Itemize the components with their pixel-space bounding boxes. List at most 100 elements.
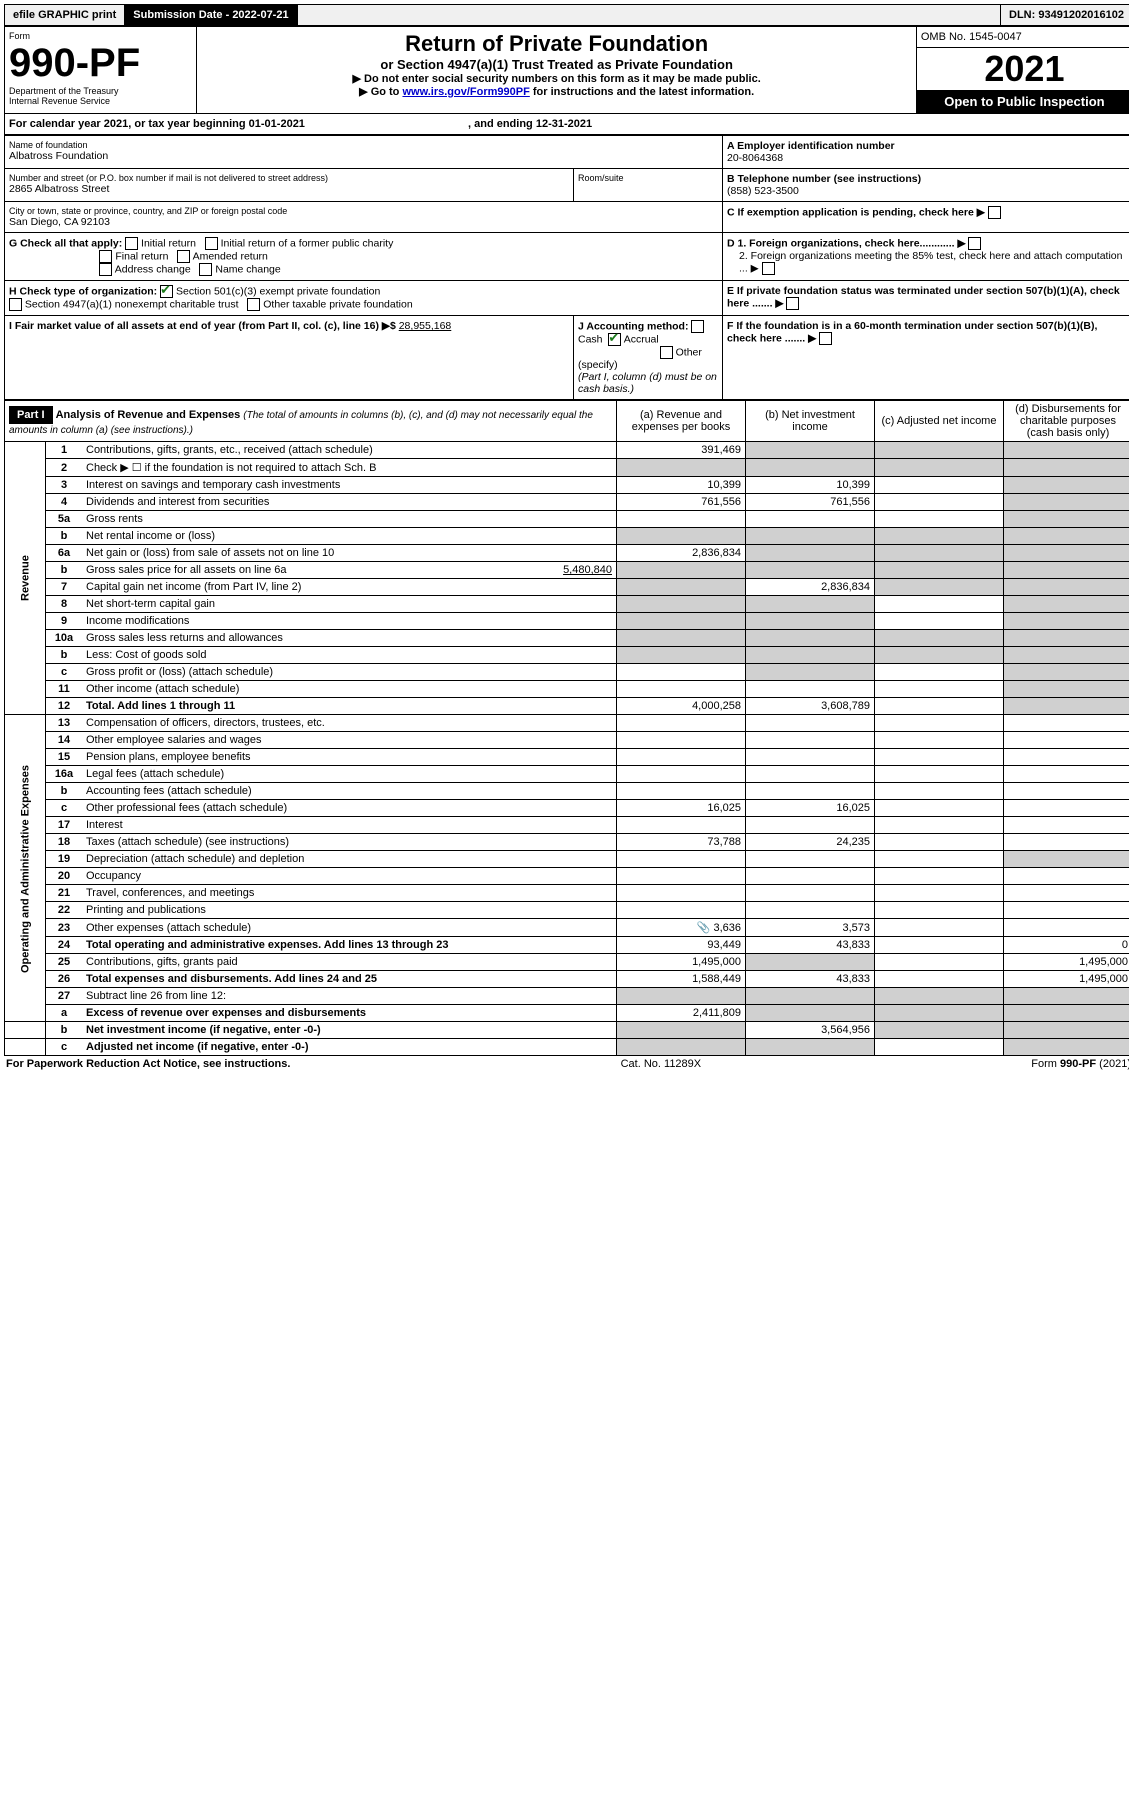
line-16b-desc: Accounting fees (attach schedule): [82, 783, 617, 800]
line-17-desc: Interest: [82, 817, 617, 834]
g-final-checkbox[interactable]: [99, 250, 112, 263]
line-23-a: 📎 3,636: [617, 919, 746, 937]
dept-label: Department of the Treasury: [9, 86, 192, 96]
line-12-desc: Total. Add lines 1 through 11: [82, 698, 617, 715]
line-5a-desc: Gross rents: [82, 511, 617, 528]
g-initial-checkbox[interactable]: [125, 237, 138, 250]
f-label: F If the foundation is in a 60-month ter…: [727, 320, 1097, 344]
line-10b-desc: Less: Cost of goods sold: [82, 647, 617, 664]
line-10c-desc: Gross profit or (loss) (attach schedule): [82, 664, 617, 681]
revenue-section-label: Revenue: [5, 442, 46, 715]
col-b-header: (b) Net investment income: [746, 401, 875, 442]
line-14-desc: Other employee salaries and wages: [82, 732, 617, 749]
footer-left: For Paperwork Reduction Act Notice, see …: [6, 1058, 290, 1070]
expenses-section-label: Operating and Administrative Expenses: [5, 715, 46, 1022]
c-label: C If exemption application is pending, c…: [727, 206, 985, 218]
line-13-desc: Compensation of officers, directors, tru…: [82, 715, 617, 732]
i-value: 28,955,168: [399, 320, 452, 332]
h-4947-checkbox[interactable]: [9, 298, 22, 311]
footer-row: For Paperwork Reduction Act Notice, see …: [4, 1056, 1129, 1072]
line-5b-desc: Net rental income or (loss): [82, 528, 617, 545]
h-other-checkbox[interactable]: [247, 298, 260, 311]
h-501c3-checkbox[interactable]: [160, 285, 173, 298]
tax-year: 2021: [917, 48, 1129, 90]
col-c-header: (c) Adjusted net income: [875, 401, 1004, 442]
phone-value: (858) 523-3500: [727, 185, 1128, 197]
j-note: (Part I, column (d) must be on cash basi…: [578, 371, 717, 395]
instr-link-line: ▶ Go to www.irs.gov/Form990PF for instru…: [201, 85, 911, 98]
city-value: San Diego, CA 92103: [9, 216, 718, 228]
form-header-table: Form 990-PF Department of the Treasury I…: [4, 26, 1129, 114]
line-18-desc: Taxes (attach schedule) (see instruction…: [82, 834, 617, 851]
j-accrual-checkbox[interactable]: [608, 333, 621, 346]
g-name-checkbox[interactable]: [199, 263, 212, 276]
col-d-header: (d) Disbursements for charitable purpose…: [1004, 401, 1129, 442]
form-number: 990-PF: [9, 41, 192, 86]
line-10a-desc: Gross sales less returns and allowances: [82, 630, 617, 647]
irs-label: Internal Revenue Service: [9, 96, 192, 106]
line-6a-desc: Net gain or (loss) from sale of assets n…: [82, 545, 617, 562]
line-1-a: 391,469: [617, 442, 746, 459]
omb-number: OMB No. 1545-0047: [917, 27, 1129, 48]
line-7-desc: Capital gain net income (from Part IV, l…: [82, 579, 617, 596]
g-amended-checkbox[interactable]: [177, 250, 190, 263]
calendar-year-row: For calendar year 2021, or tax year begi…: [4, 114, 1129, 135]
line-20-desc: Occupancy: [82, 868, 617, 885]
form-title: Return of Private Foundation: [201, 31, 911, 57]
h-label: H Check type of organization:: [9, 285, 157, 297]
g-initial-former-checkbox[interactable]: [205, 237, 218, 250]
j-cash-checkbox[interactable]: [691, 320, 704, 333]
submission-date: Submission Date - 2022-07-21: [125, 5, 297, 25]
e-checkbox[interactable]: [786, 297, 799, 310]
line-25-desc: Contributions, gifts, grants paid: [82, 954, 617, 971]
ein-label: A Employer identification number: [727, 140, 1128, 152]
addr-label: Number and street (or P.O. box number if…: [9, 173, 569, 183]
line-9-desc: Income modifications: [82, 613, 617, 630]
ein-value: 20-8064368: [727, 152, 1128, 164]
line-1-desc: Contributions, gifts, grants, etc., rece…: [82, 442, 617, 459]
i-label: I Fair market value of all assets at end…: [9, 320, 396, 332]
line-16a-desc: Legal fees (attach schedule): [82, 766, 617, 783]
name-label: Name of foundation: [9, 140, 718, 150]
line-23-desc: Other expenses (attach schedule): [82, 919, 617, 937]
irs-link[interactable]: www.irs.gov/Form990PF: [402, 86, 529, 98]
line-27c-desc: Adjusted net income (if negative, enter …: [82, 1039, 617, 1056]
efile-label: efile GRAPHIC print: [5, 5, 125, 25]
g-addr-checkbox[interactable]: [99, 263, 112, 276]
j-label: J Accounting method:: [578, 320, 688, 332]
line-6b-desc: Gross sales price for all assets on line…: [82, 562, 617, 579]
line-15-desc: Pension plans, employee benefits: [82, 749, 617, 766]
form-subtitle: or Section 4947(a)(1) Trust Treated as P…: [201, 57, 911, 72]
instr-ssn: ▶ Do not enter social security numbers o…: [201, 72, 911, 85]
line-22-desc: Printing and publications: [82, 902, 617, 919]
line-2-desc: Check ▶ ☐ if the foundation is not requi…: [82, 459, 617, 477]
line-26-desc: Total expenses and disbursements. Add li…: [82, 971, 617, 988]
city-label: City or town, state or province, country…: [9, 206, 718, 216]
line-11-desc: Other income (attach schedule): [82, 681, 617, 698]
part1-table: Part I Analysis of Revenue and Expenses …: [4, 400, 1129, 1056]
line-3-desc: Interest on savings and temporary cash i…: [82, 477, 617, 494]
part1-label: Part I: [9, 406, 53, 424]
part1-title: Analysis of Revenue and Expenses: [56, 409, 241, 421]
line-8-desc: Net short-term capital gain: [82, 596, 617, 613]
line-24-desc: Total operating and administrative expen…: [82, 937, 617, 954]
d1-checkbox[interactable]: [968, 237, 981, 250]
c-checkbox[interactable]: [988, 206, 1001, 219]
j-other-checkbox[interactable]: [660, 346, 673, 359]
room-label: Room/suite: [578, 173, 718, 183]
line-21-desc: Travel, conferences, and meetings: [82, 885, 617, 902]
d2-checkbox[interactable]: [762, 262, 775, 275]
foundation-name: Albatross Foundation: [9, 150, 718, 162]
footer-right: Form 990-PF (2021): [1031, 1058, 1129, 1070]
d2-label: 2. Foreign organizations meeting the 85%…: [739, 250, 1122, 274]
form-label: Form: [9, 31, 192, 41]
line-19-desc: Depreciation (attach schedule) and deple…: [82, 851, 617, 868]
efile-header-bar: efile GRAPHIC print Submission Date - 20…: [4, 4, 1129, 26]
addr-value: 2865 Albatross Street: [9, 183, 569, 195]
d1-label: D 1. Foreign organizations, check here..…: [727, 237, 966, 249]
entity-info-table: Name of foundation Albatross Foundation …: [4, 135, 1129, 400]
f-checkbox[interactable]: [819, 332, 832, 345]
col-a-header: (a) Revenue and expenses per books: [617, 401, 746, 442]
open-public-label: Open to Public Inspection: [917, 90, 1129, 113]
line-16c-desc: Other professional fees (attach schedule…: [82, 800, 617, 817]
